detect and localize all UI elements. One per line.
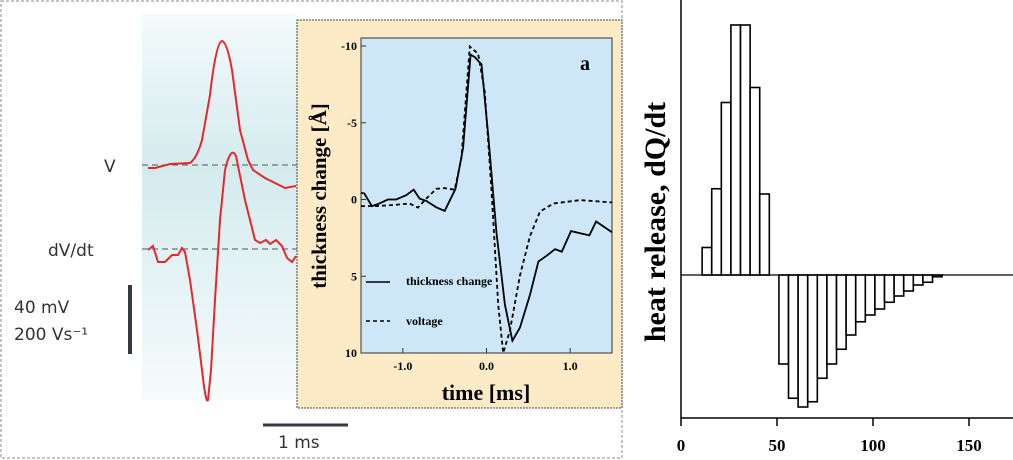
bar (874, 274, 886, 310)
x-tick-label: 150 (956, 436, 982, 455)
bar (710, 187, 723, 276)
bar (739, 24, 751, 276)
y-tick-label: -5 (347, 116, 357, 130)
scale-vs-label: 200 Vs⁻¹ (14, 325, 88, 345)
x-tick-label: -1.0 (393, 359, 412, 373)
bar (826, 274, 838, 365)
bar (883, 274, 895, 304)
panel-label: a (580, 53, 590, 75)
bar (787, 274, 799, 400)
bar (701, 246, 713, 276)
x-tick-label: 0 (677, 436, 686, 455)
bar (758, 193, 771, 276)
y-tick-label: -10 (341, 39, 357, 53)
bar (720, 101, 732, 276)
scale-mv-label: 40 mV (14, 298, 70, 318)
scale-ms-label: 1 ms (278, 433, 320, 453)
bar (835, 274, 847, 351)
series-line-voltage (361, 44, 613, 354)
plot-area (360, 37, 613, 354)
x-tick-label: 50 (769, 436, 786, 455)
v-label: V (104, 157, 116, 177)
trace-background (142, 14, 298, 400)
bar (749, 86, 761, 276)
right-panel: 0 50 100 150 heat release, dQ/dt (639, 0, 1013, 455)
bar (854, 274, 867, 323)
outer-frame (0, 0, 623, 459)
series-line-thickness-change (360, 53, 613, 344)
y-tick-label: 10 (345, 346, 357, 360)
bar (864, 274, 876, 316)
x-tick-label: 1.0 (563, 359, 578, 373)
y-axis-label: heat release, dQ/dt (639, 102, 672, 342)
x-tick-label: 0.0 (479, 359, 494, 373)
legend-label-voltage: voltage (406, 314, 443, 328)
bar (730, 24, 742, 276)
middle-panel: -1.0 0.0 1.0 -10 -5 0 5 10 a time [ms] thicknes… (296, 19, 623, 409)
x-axis-label: time [ms] (442, 380, 531, 405)
left-panel: V dV/dt 40 mV 200 Vs⁻¹ 1 ms (14, 14, 348, 453)
dvdt-label: dV/dt (48, 241, 94, 261)
bar (912, 274, 924, 286)
legend-label-thickness: thickness change (406, 274, 493, 288)
y-axis-label: thickness change [Å] (307, 103, 331, 289)
y-tick-label: 5 (351, 269, 357, 283)
bar (845, 274, 857, 336)
bar (922, 274, 934, 284)
bar (902, 274, 915, 292)
bar (778, 274, 790, 365)
bar (816, 274, 828, 380)
bar (806, 274, 819, 403)
y-tick-label: 0 (351, 193, 357, 207)
bar (893, 274, 905, 297)
x-tick-label: 100 (860, 436, 886, 455)
v-trace (148, 39, 297, 190)
legend-text: thickness change (406, 274, 493, 288)
bar (797, 274, 809, 408)
dvdt-trace (147, 151, 297, 402)
legend: thickness change voltage (366, 274, 493, 328)
